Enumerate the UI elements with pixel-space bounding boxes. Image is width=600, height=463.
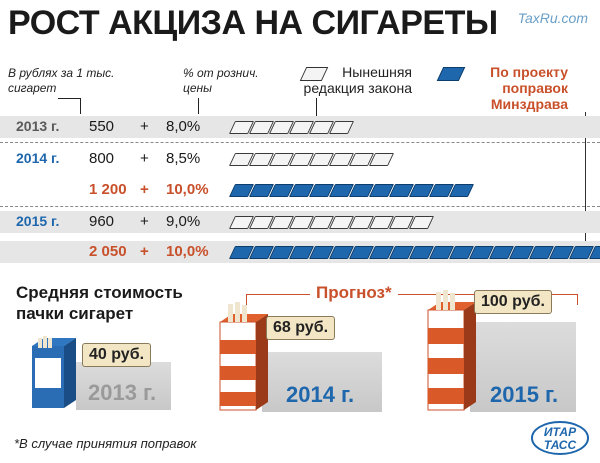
row-value: 2 050 (89, 243, 127, 260)
header-rubles: В рублях за 1 тыс. сигарет (8, 66, 115, 95)
year-2014: 2014 г. (286, 382, 355, 407)
packs-row (228, 153, 395, 166)
packs-row (228, 216, 435, 229)
svg-text:ИТАР: ИТАР (544, 425, 577, 439)
year-2013: 2013 г. (88, 380, 157, 405)
row-pct: 9,0% (166, 213, 201, 230)
row-year: 2013 г. (16, 118, 60, 134)
leader-line (198, 98, 199, 114)
packs-row (228, 184, 475, 197)
legend-current: Нынешняя редакция закона (303, 64, 412, 96)
section-subtitle: Средняя стоимость пачки сигарет (16, 283, 183, 323)
header-percent: % от рознич. цены (183, 66, 259, 95)
site-watermark: TaxRu.com (517, 10, 588, 26)
divider (0, 142, 600, 143)
leader-line (58, 98, 80, 99)
row-year: 2015 г. (16, 213, 60, 229)
legend-proposal: По проекту поправок Минздрава (490, 64, 568, 112)
cigarette-pack-2014-icon (219, 302, 268, 411)
packs-row (228, 121, 355, 134)
price-tag-2015: 100 руб. (474, 290, 552, 314)
price-box-2015 (470, 322, 576, 412)
divider (0, 206, 600, 207)
cigarette-pack-icon (408, 216, 435, 229)
cigarette-pack-icon (328, 121, 355, 134)
row-year: 2014 г. (16, 150, 60, 166)
cigarette-pack-2015-icon (427, 290, 476, 411)
itar-tass-logo: ИТАР ТАСС (530, 418, 590, 458)
packs-row (228, 246, 600, 259)
cigarette-pack-icon (448, 184, 475, 197)
price-box-2013 (76, 362, 171, 410)
row-plus: + (140, 118, 149, 135)
row-value: 800 (89, 150, 115, 167)
row-value: 960 (89, 213, 115, 230)
leader-line (80, 98, 81, 114)
footnote: *В случае принятия поправок (14, 436, 197, 451)
row-pct: 10,0% (166, 181, 209, 198)
row-plus: + (140, 213, 149, 230)
forecast-bracket (246, 294, 578, 305)
row-value: 1 200 (89, 181, 127, 198)
row-pct: 10,0% (166, 243, 209, 260)
row-pct: 8,0% (166, 118, 201, 135)
price-tag-2013: 40 руб. (82, 343, 152, 367)
row-plus: + (140, 243, 149, 260)
cigarette-pack-icon (368, 153, 395, 166)
cigarette-pack-2013-icon (32, 336, 76, 408)
legend-pointer (316, 98, 317, 120)
row-plus: + (140, 181, 149, 198)
forecast-label: Прогноз* (310, 283, 398, 303)
year-2015: 2015 г. (490, 382, 559, 407)
row-value: 550 (89, 118, 115, 135)
price-box-2014 (262, 352, 382, 412)
svg-text:ТАСС: ТАСС (544, 438, 577, 452)
row-plus: + (140, 150, 149, 167)
price-tag-2014: 68 руб. (266, 316, 336, 340)
legend-pointer (585, 112, 586, 242)
page-title: РОСТ АКЦИЗА НА СИГАРЕТЫ (8, 4, 498, 42)
row-pct: 8,5% (166, 150, 201, 167)
